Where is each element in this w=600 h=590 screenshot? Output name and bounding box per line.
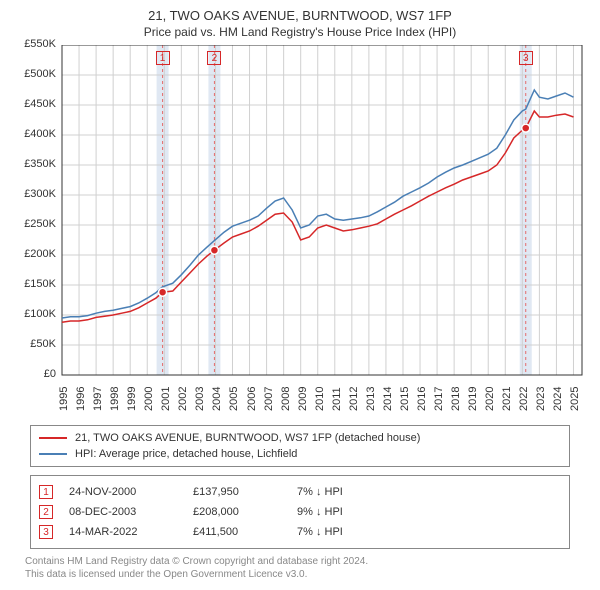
legend-label-hpi: HPI: Average price, detached house, Lich… <box>75 448 297 460</box>
x-tick-label: 1995 <box>58 387 70 411</box>
x-tick-label: 1998 <box>109 387 121 411</box>
y-tick-label: £500K <box>12 68 56 80</box>
x-tick-label: 2009 <box>297 387 309 411</box>
legend-item-hpi: HPI: Average price, detached house, Lich… <box>39 446 561 462</box>
transaction-price: £411,500 <box>193 526 283 538</box>
x-tick-label: 2005 <box>228 387 240 411</box>
x-tick-label: 2020 <box>484 387 496 411</box>
x-tick-label: 1997 <box>92 387 104 411</box>
x-tick-label: 2019 <box>467 387 479 411</box>
chart-svg <box>12 45 588 415</box>
y-tick-label: £200K <box>12 248 56 260</box>
x-tick-label: 2013 <box>365 387 377 411</box>
transaction-badge-3: 3 <box>39 525 53 539</box>
x-tick-label: 2014 <box>382 387 394 411</box>
chart-container: 21, TWO OAKS AVENUE, BURNTWOOD, WS7 1FP … <box>0 0 600 590</box>
chart: £0 £50K £100K £150K £200K £250K £300K £350K £400… <box>12 45 588 415</box>
x-tick-label: 2001 <box>160 387 172 411</box>
x-tick-label: 2018 <box>450 387 462 411</box>
transaction-badge-1: 1 <box>39 485 53 499</box>
y-tick-label: £450K <box>12 98 56 110</box>
titles: 21, TWO OAKS AVENUE, BURNTWOOD, WS7 1FP … <box>12 8 588 39</box>
x-tick-label: 2022 <box>518 387 530 411</box>
legend-item-address: 21, TWO OAKS AVENUE, BURNTWOOD, WS7 1FP … <box>39 430 561 446</box>
chart-badge-3: 3 <box>519 51 533 65</box>
y-tick-label: £250K <box>12 218 56 230</box>
chart-title-address: 21, TWO OAKS AVENUE, BURNTWOOD, WS7 1FP <box>12 8 588 23</box>
y-tick-label: £50K <box>12 338 56 350</box>
x-tick-label: 2002 <box>177 387 189 411</box>
transaction-pct: 7% ↓ HPI <box>297 526 417 538</box>
x-tick-label: 2023 <box>535 387 547 411</box>
x-tick-label: 1996 <box>75 387 87 411</box>
transaction-date: 14-MAR-2022 <box>69 526 179 538</box>
x-tick-label: 2016 <box>416 387 428 411</box>
x-tick-label: 2011 <box>331 387 343 411</box>
table-row: 1 24-NOV-2000 £137,950 7% ↓ HPI <box>39 482 561 502</box>
chart-badge-1: 1 <box>156 51 170 65</box>
y-tick-label: £400K <box>12 128 56 140</box>
x-tick-label: 2006 <box>246 387 258 411</box>
y-tick-label: £550K <box>12 38 56 50</box>
y-tick-label: £300K <box>12 188 56 200</box>
y-tick-label: £350K <box>12 158 56 170</box>
x-tick-label: 1999 <box>126 387 138 411</box>
transaction-badge-2: 2 <box>39 505 53 519</box>
y-tick-label: £0 <box>12 368 56 380</box>
legend: 21, TWO OAKS AVENUE, BURNTWOOD, WS7 1FP … <box>30 425 570 467</box>
x-tick-label: 2012 <box>348 387 360 411</box>
transaction-pct: 9% ↓ HPI <box>297 506 417 518</box>
footer-line2: This data is licensed under the Open Gov… <box>25 568 575 581</box>
legend-label-address: 21, TWO OAKS AVENUE, BURNTWOOD, WS7 1FP … <box>75 432 420 444</box>
y-tick-label: £100K <box>12 308 56 320</box>
chart-subtitle: Price paid vs. HM Land Registry's House … <box>12 25 588 39</box>
transaction-price: £137,950 <box>193 486 283 498</box>
y-tick-label: £150K <box>12 278 56 290</box>
chart-badge-2: 2 <box>207 51 221 65</box>
x-tick-label: 2017 <box>433 387 445 411</box>
table-row: 2 08-DEC-2003 £208,000 9% ↓ HPI <box>39 502 561 522</box>
x-tick-label: 2007 <box>263 387 275 411</box>
x-tick-label: 2024 <box>552 387 564 411</box>
x-tick-label: 2008 <box>280 387 292 411</box>
x-tick-label: 2015 <box>399 387 411 411</box>
x-tick-label: 2025 <box>569 387 581 411</box>
legend-swatch-address <box>39 437 67 439</box>
transaction-date: 24-NOV-2000 <box>69 486 179 498</box>
table-row: 3 14-MAR-2022 £411,500 7% ↓ HPI <box>39 522 561 542</box>
footer-line1: Contains HM Land Registry data © Crown c… <box>25 555 575 568</box>
transaction-pct: 7% ↓ HPI <box>297 486 417 498</box>
x-tick-label: 2003 <box>194 387 206 411</box>
transaction-price: £208,000 <box>193 506 283 518</box>
x-tick-label: 2004 <box>211 387 223 411</box>
transaction-date: 08-DEC-2003 <box>69 506 179 518</box>
legend-swatch-hpi <box>39 453 67 455</box>
x-tick-label: 2021 <box>501 387 513 411</box>
transactions-table: 1 24-NOV-2000 £137,950 7% ↓ HPI 2 08-DEC… <box>30 475 570 549</box>
x-tick-label: 2000 <box>143 387 155 411</box>
x-tick-label: 2010 <box>314 387 326 411</box>
footer: Contains HM Land Registry data © Crown c… <box>25 555 575 581</box>
